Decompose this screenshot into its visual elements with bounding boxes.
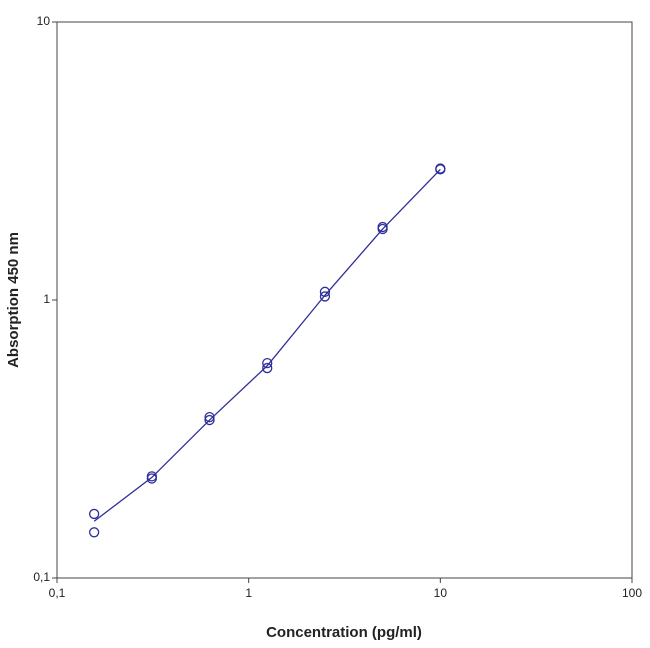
- x-tick-label: 100: [622, 586, 642, 600]
- y-tick-label: 10: [37, 14, 51, 28]
- plot-frame: [56, 21, 633, 579]
- x-tick-label: 1: [245, 586, 252, 600]
- y-tick-label: 1: [43, 292, 50, 306]
- y-axis-title: Absorption 450 nm: [5, 232, 22, 368]
- data-point: [262, 357, 273, 369]
- data-point: [435, 164, 446, 175]
- data-point: [319, 286, 331, 297]
- data-point: [204, 414, 215, 426]
- x-axis-title: Concentration (pg/ml): [266, 624, 422, 641]
- data-point: [377, 223, 388, 235]
- data-point: [146, 473, 157, 484]
- data-point: [88, 508, 100, 520]
- data-point: [319, 291, 331, 302]
- x-tick-label: 0,1: [49, 586, 66, 600]
- data-point: [88, 527, 100, 538]
- data-point: [204, 411, 215, 423]
- x-tick-label: 10: [434, 586, 448, 600]
- data-point: [262, 362, 273, 374]
- fit-curve: [93, 168, 441, 522]
- y-tick-label: 0,1: [33, 570, 50, 584]
